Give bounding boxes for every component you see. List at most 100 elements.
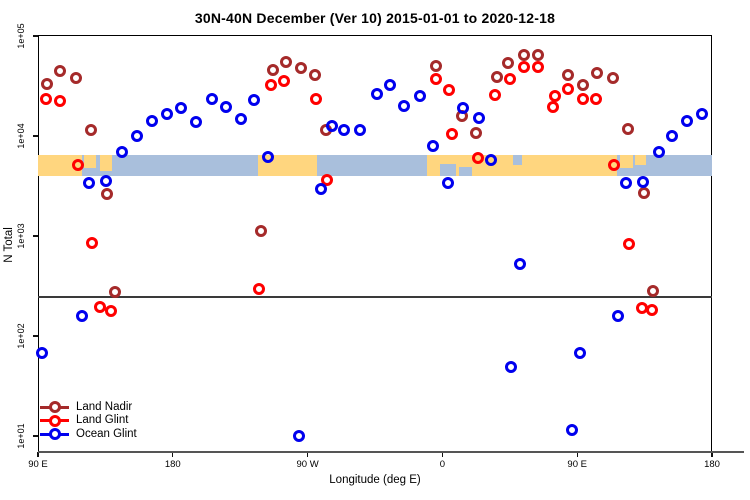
data-point-ocean-glint [473, 111, 486, 124]
data-point-land-nadir [501, 56, 514, 69]
data-point-land-nadir [518, 49, 531, 62]
map-strip-patch-land [100, 154, 112, 171]
data-point-ocean-glint [666, 129, 679, 142]
data-point-ocean-glint [338, 123, 351, 136]
data-point-land-glint [472, 151, 485, 164]
data-point-ocean-glint [681, 114, 694, 127]
map-strip-patch-ocean [458, 166, 473, 176]
data-point-ocean-glint [174, 102, 187, 115]
page-title: 30N-40N December (Ver 10) 2015-01-01 to … [194, 10, 556, 26]
y-tick-label: 1e+03 [16, 223, 26, 249]
data-point-land-glint [278, 74, 291, 87]
x-tick [441, 452, 444, 457]
data-point-ocean-glint [36, 347, 49, 360]
data-point-land-nadir [85, 123, 98, 136]
data-point-ocean-glint [565, 423, 578, 436]
data-point-ocean-glint [612, 310, 625, 323]
data-point-land-glint [104, 304, 117, 317]
data-point-ocean-glint [696, 107, 709, 120]
legend-marker-land-glint [49, 414, 61, 427]
data-point-land-glint [309, 92, 322, 105]
data-point-land-nadir [309, 69, 322, 82]
data-point-land-glint [39, 93, 52, 106]
data-point-land-nadir [470, 127, 483, 140]
y-tick-label: 1e+05 [16, 23, 26, 49]
x-tick-label: 0 [439, 459, 446, 470]
data-point-ocean-glint [219, 100, 232, 113]
data-point-land-nadir [490, 71, 503, 84]
x-tick [172, 452, 174, 457]
data-point-land-nadir [294, 61, 307, 74]
data-point-land-nadir [100, 188, 113, 200]
data-point-ocean-glint [160, 107, 173, 120]
map-strip-patch-ocean [440, 164, 456, 176]
map-strip-segment-ocean [317, 154, 428, 176]
data-point-land-glint [589, 93, 602, 106]
data-point-land-glint [623, 237, 636, 250]
data-point-ocean-glint [234, 112, 247, 125]
data-point-land-glint [532, 60, 545, 73]
y-tick [33, 435, 38, 437]
data-point-land-nadir [607, 71, 620, 84]
data-point-land-glint [577, 93, 590, 106]
data-point-ocean-glint [413, 89, 426, 102]
map-strip-segment-land [38, 154, 83, 176]
data-point-ocean-glint [636, 175, 649, 188]
data-point-land-glint [445, 128, 458, 141]
x-tick [37, 452, 39, 457]
y-tick [33, 335, 38, 337]
data-point-land-glint [547, 100, 560, 113]
data-point-land-nadir [646, 285, 659, 298]
data-point-land-nadir [591, 66, 604, 79]
y-tick-label: 1e+01 [16, 423, 26, 449]
map-strip-segment-ocean [82, 154, 259, 176]
data-point-land-glint [489, 89, 502, 102]
threshold-line [38, 296, 712, 298]
legend-marker-land-nadir [49, 401, 61, 413]
data-point-ocean-glint [130, 129, 143, 142]
data-point-land-glint [517, 61, 530, 74]
data-point-land-glint [320, 173, 333, 186]
legend-label: Land Nadir [76, 400, 133, 413]
data-point-ocean-glint [189, 116, 202, 129]
data-point-ocean-glint [484, 153, 497, 166]
legend-marker-ocean-glint [49, 428, 61, 441]
data-point-land-glint [252, 283, 265, 296]
data-point-ocean-glint [619, 177, 632, 190]
legend-label: Ocean Glint [76, 427, 137, 440]
data-point-land-nadir [429, 59, 442, 72]
data-point-ocean-glint [383, 79, 396, 92]
y-tick-label: 1e+04 [16, 123, 26, 149]
y-tick-label: 1e+02 [16, 323, 26, 349]
y-tick [33, 35, 38, 37]
data-point-land-glint [549, 89, 562, 102]
x-tick [576, 452, 578, 457]
data-point-ocean-glint [75, 310, 88, 323]
data-point-land-nadir [267, 63, 280, 76]
x-axis-line [38, 450, 744, 453]
data-point-land-glint [429, 72, 442, 85]
data-point-land-nadir [40, 77, 53, 90]
data-point-land-glint [54, 94, 67, 107]
data-point-land-nadir [532, 49, 545, 62]
data-point-ocean-glint [99, 174, 112, 187]
data-point-ocean-glint [457, 102, 470, 115]
x-tick-label: 90 E [28, 459, 48, 470]
y-tick [33, 135, 38, 137]
data-point-land-nadir [255, 224, 268, 237]
x-tick-label: 90 E [567, 459, 587, 470]
data-point-land-nadir [577, 79, 590, 92]
x-tick [711, 452, 713, 457]
data-point-ocean-glint [262, 150, 275, 163]
data-point-ocean-glint [146, 115, 159, 128]
data-point-land-nadir [562, 69, 575, 82]
map-strip-patch-ocean [512, 154, 522, 166]
data-point-land-nadir [108, 286, 121, 299]
data-point-land-glint [94, 300, 107, 313]
data-point-ocean-glint [325, 119, 338, 132]
y-tick [33, 235, 38, 237]
x-tick-label: 180 [704, 459, 720, 470]
data-point-ocean-glint [205, 92, 218, 105]
data-point-land-nadir [622, 123, 635, 136]
